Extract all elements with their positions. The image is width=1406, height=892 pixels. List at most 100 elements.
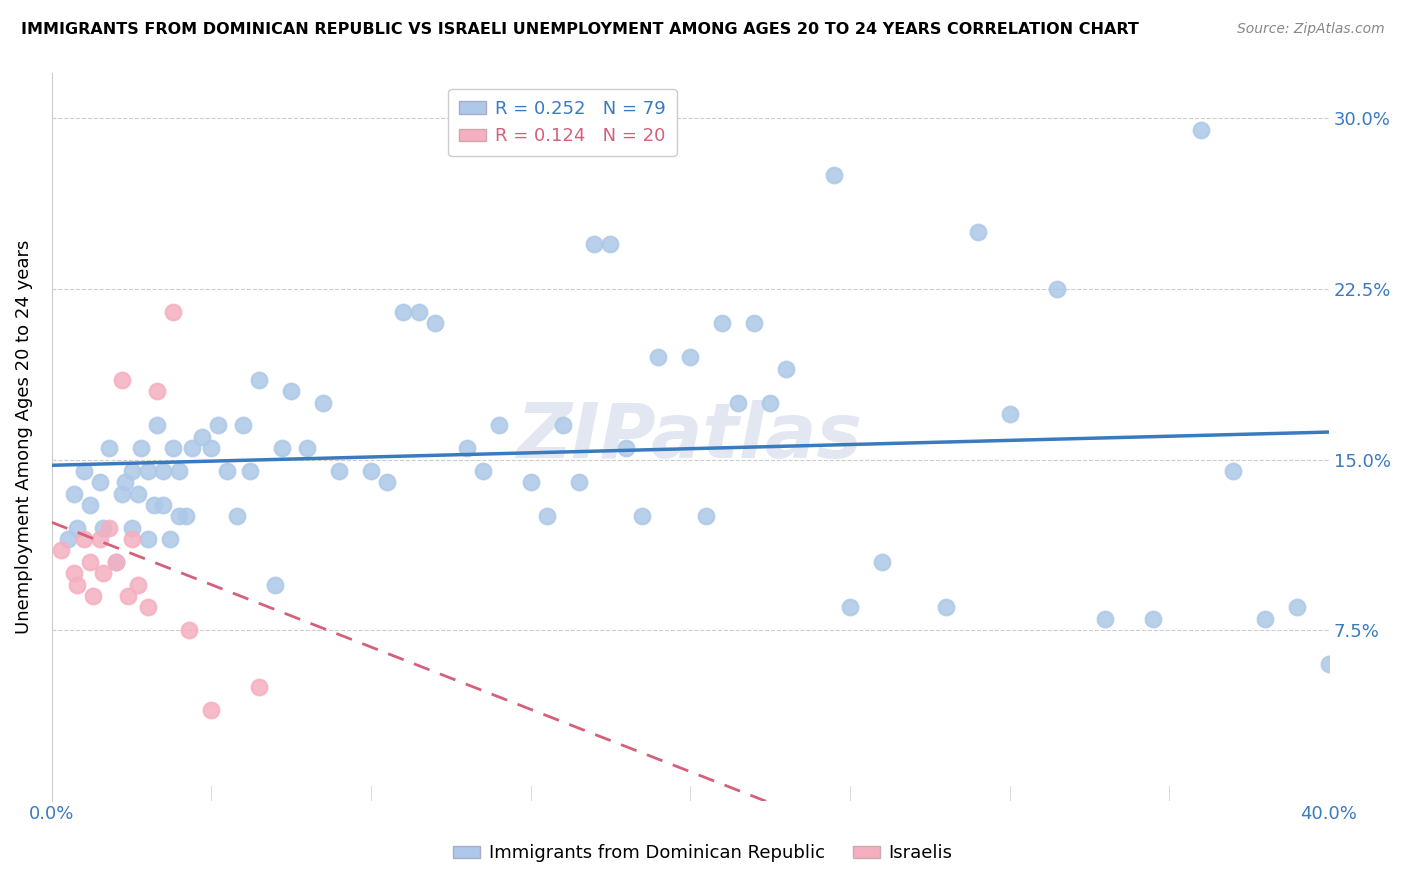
Point	[127, 486, 149, 500]
Point	[583, 236, 606, 251]
Point	[239, 464, 262, 478]
Point	[471, 464, 494, 478]
Point	[247, 680, 270, 694]
Point	[226, 509, 249, 524]
Point	[152, 498, 174, 512]
Point	[104, 555, 127, 569]
Point	[66, 521, 89, 535]
Point	[73, 532, 96, 546]
Point	[142, 498, 165, 512]
Point	[392, 304, 415, 318]
Point	[742, 316, 765, 330]
Point	[456, 441, 478, 455]
Point	[759, 395, 782, 409]
Point	[217, 464, 239, 478]
Point	[1046, 282, 1069, 296]
Point	[775, 361, 797, 376]
Point	[136, 532, 159, 546]
Point	[162, 304, 184, 318]
Point	[232, 418, 254, 433]
Text: IMMIGRANTS FROM DOMINICAN REPUBLIC VS ISRAELI UNEMPLOYMENT AMONG AGES 20 TO 24 Y: IMMIGRANTS FROM DOMINICAN REPUBLIC VS IS…	[21, 22, 1139, 37]
Point	[159, 532, 181, 546]
Point	[152, 464, 174, 478]
Point	[1222, 464, 1244, 478]
Point	[146, 384, 169, 399]
Point	[567, 475, 589, 490]
Point	[270, 441, 292, 455]
Legend: R = 0.252   N = 79, R = 0.124   N = 20: R = 0.252 N = 79, R = 0.124 N = 20	[449, 89, 676, 156]
Point	[280, 384, 302, 399]
Point	[136, 600, 159, 615]
Point	[1254, 612, 1277, 626]
Point	[966, 225, 988, 239]
Point	[89, 532, 111, 546]
Point	[91, 521, 114, 535]
Point	[1094, 612, 1116, 626]
Point	[360, 464, 382, 478]
Point	[647, 350, 669, 364]
Point	[51, 543, 73, 558]
Point	[177, 623, 200, 637]
Point	[73, 464, 96, 478]
Point	[423, 316, 446, 330]
Point	[838, 600, 860, 615]
Point	[174, 509, 197, 524]
Point	[89, 475, 111, 490]
Point	[200, 703, 222, 717]
Point	[98, 521, 121, 535]
Point	[121, 464, 143, 478]
Point	[998, 407, 1021, 421]
Point	[104, 555, 127, 569]
Point	[1317, 657, 1340, 672]
Point	[117, 589, 139, 603]
Point	[121, 521, 143, 535]
Point	[536, 509, 558, 524]
Point	[146, 418, 169, 433]
Point	[98, 441, 121, 455]
Point	[488, 418, 510, 433]
Point	[1142, 612, 1164, 626]
Point	[79, 498, 101, 512]
Point	[295, 441, 318, 455]
Text: Source: ZipAtlas.com: Source: ZipAtlas.com	[1237, 22, 1385, 37]
Point	[200, 441, 222, 455]
Point	[114, 475, 136, 490]
Point	[695, 509, 717, 524]
Point	[727, 395, 749, 409]
Point	[129, 441, 152, 455]
Point	[599, 236, 621, 251]
Point	[63, 486, 86, 500]
Point	[79, 555, 101, 569]
Point	[1189, 123, 1212, 137]
Point	[121, 532, 143, 546]
Point	[136, 464, 159, 478]
Legend: Immigrants from Dominican Republic, Israelis: Immigrants from Dominican Republic, Isra…	[446, 838, 960, 870]
Point	[247, 373, 270, 387]
Point	[66, 577, 89, 591]
Point	[111, 373, 134, 387]
Point	[679, 350, 702, 364]
Point	[1285, 600, 1308, 615]
Point	[823, 169, 845, 183]
Text: ZIPatlas: ZIPatlas	[517, 400, 863, 474]
Point	[870, 555, 893, 569]
Point	[264, 577, 287, 591]
Point	[935, 600, 957, 615]
Point	[312, 395, 335, 409]
Point	[162, 441, 184, 455]
Point	[375, 475, 398, 490]
Point	[169, 509, 191, 524]
Point	[169, 464, 191, 478]
Point	[519, 475, 541, 490]
Point	[711, 316, 734, 330]
Point	[616, 441, 638, 455]
Point	[127, 577, 149, 591]
Point	[551, 418, 574, 433]
Point	[63, 566, 86, 581]
Point	[91, 566, 114, 581]
Point	[207, 418, 229, 433]
Point	[408, 304, 430, 318]
Point	[328, 464, 350, 478]
Point	[82, 589, 104, 603]
Point	[56, 532, 79, 546]
